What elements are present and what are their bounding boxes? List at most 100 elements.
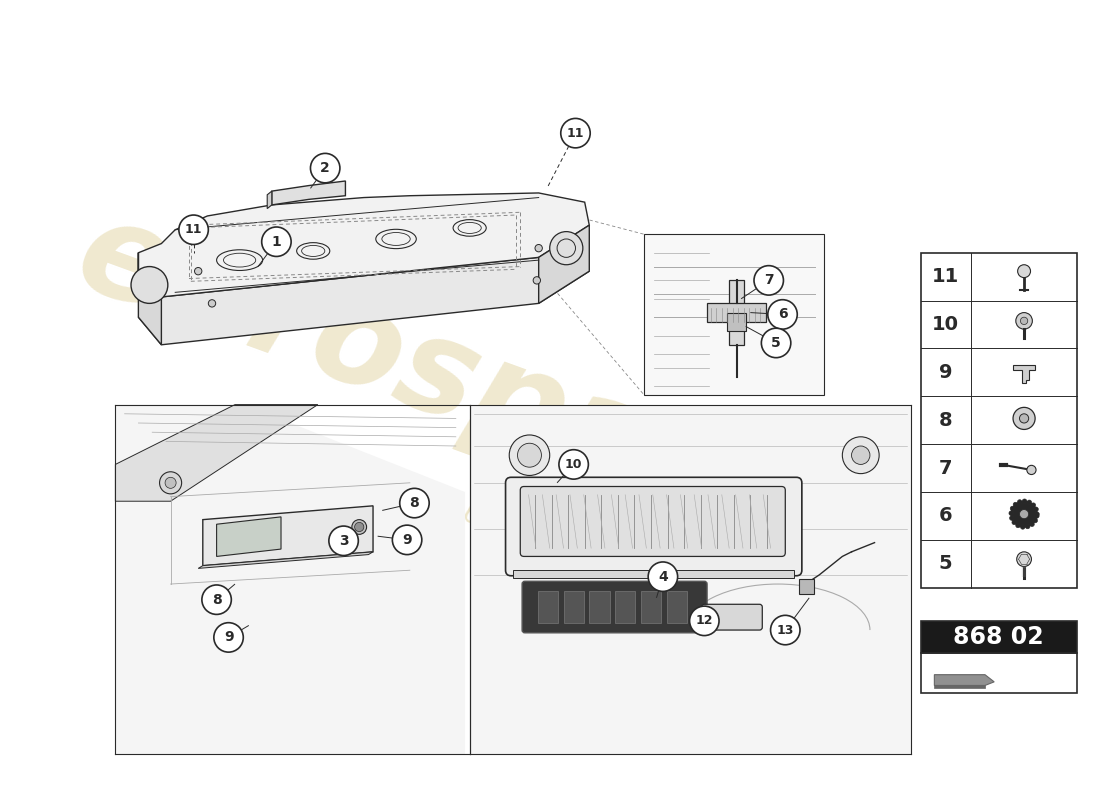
FancyBboxPatch shape [520,486,785,557]
Text: 6: 6 [778,307,788,322]
FancyBboxPatch shape [538,591,558,622]
Circle shape [690,606,719,635]
Polygon shape [116,405,465,754]
Circle shape [202,585,231,614]
Polygon shape [272,181,345,205]
Circle shape [1030,522,1034,526]
Polygon shape [139,253,162,345]
FancyBboxPatch shape [921,621,1077,653]
Circle shape [262,227,292,257]
Circle shape [550,232,583,265]
Text: eurospares: eurospares [60,188,888,594]
FancyBboxPatch shape [641,591,661,622]
Text: 9: 9 [223,630,233,645]
Circle shape [648,562,678,591]
Circle shape [160,472,182,494]
FancyBboxPatch shape [506,478,802,576]
Circle shape [517,443,541,467]
Circle shape [1015,523,1021,528]
Text: 10: 10 [565,458,582,471]
Circle shape [1021,525,1025,530]
Text: 7: 7 [938,458,953,478]
FancyBboxPatch shape [707,303,766,322]
Circle shape [559,450,588,479]
Circle shape [1010,506,1015,510]
Text: 10: 10 [932,315,959,334]
Text: 4: 4 [658,570,668,584]
Circle shape [1018,500,1022,504]
Text: 868 02: 868 02 [954,625,1044,649]
Text: 6: 6 [938,506,953,526]
FancyBboxPatch shape [727,313,746,331]
FancyBboxPatch shape [921,653,1077,693]
Circle shape [1013,502,1018,507]
Circle shape [1031,503,1036,507]
FancyBboxPatch shape [645,234,824,395]
FancyBboxPatch shape [667,591,686,622]
FancyBboxPatch shape [921,253,1077,588]
Polygon shape [539,225,590,303]
Circle shape [1015,313,1033,329]
Circle shape [1020,414,1028,423]
Polygon shape [198,552,373,568]
FancyBboxPatch shape [513,570,794,578]
Circle shape [754,266,783,295]
Circle shape [208,300,216,307]
Circle shape [1013,407,1035,430]
Polygon shape [202,506,373,566]
Polygon shape [116,405,318,502]
Circle shape [1027,500,1032,505]
Circle shape [213,622,243,652]
Text: 7: 7 [763,274,773,287]
Text: 12: 12 [695,614,713,627]
Polygon shape [470,405,912,754]
Circle shape [1021,317,1027,325]
Circle shape [165,478,176,488]
Polygon shape [139,193,590,297]
Text: 8: 8 [938,410,953,430]
Circle shape [354,522,364,531]
FancyBboxPatch shape [702,604,762,630]
FancyBboxPatch shape [522,582,707,633]
Circle shape [1025,524,1030,529]
Polygon shape [267,191,272,209]
Text: 13: 13 [777,623,794,637]
Text: 5: 5 [771,336,781,350]
Text: 5: 5 [938,554,953,574]
Polygon shape [934,686,984,688]
FancyBboxPatch shape [563,591,584,622]
Text: 3: 3 [339,534,349,548]
Circle shape [329,526,359,555]
Circle shape [509,435,550,475]
Circle shape [761,328,791,358]
Circle shape [1012,520,1016,525]
Text: 1: 1 [272,234,282,249]
Polygon shape [1013,365,1035,383]
Circle shape [352,520,366,534]
Circle shape [534,277,540,284]
Text: 2: 2 [320,161,330,175]
Circle shape [561,118,591,148]
FancyBboxPatch shape [615,591,636,622]
Circle shape [1010,516,1014,520]
Circle shape [310,154,340,183]
Circle shape [1011,502,1037,527]
Text: 11: 11 [566,126,584,140]
Circle shape [1022,499,1026,503]
Circle shape [535,245,542,252]
Polygon shape [934,674,994,686]
FancyBboxPatch shape [590,591,609,622]
Circle shape [768,300,798,329]
Text: 11: 11 [185,223,202,236]
Text: 8: 8 [409,496,419,510]
Text: 9: 9 [938,363,953,382]
Circle shape [399,488,429,518]
Text: 8: 8 [211,593,221,606]
Circle shape [179,215,208,245]
Circle shape [843,437,879,474]
Circle shape [1020,510,1028,518]
Text: 11: 11 [932,267,959,286]
Circle shape [1018,265,1031,278]
Circle shape [1034,507,1038,511]
Circle shape [393,525,421,554]
